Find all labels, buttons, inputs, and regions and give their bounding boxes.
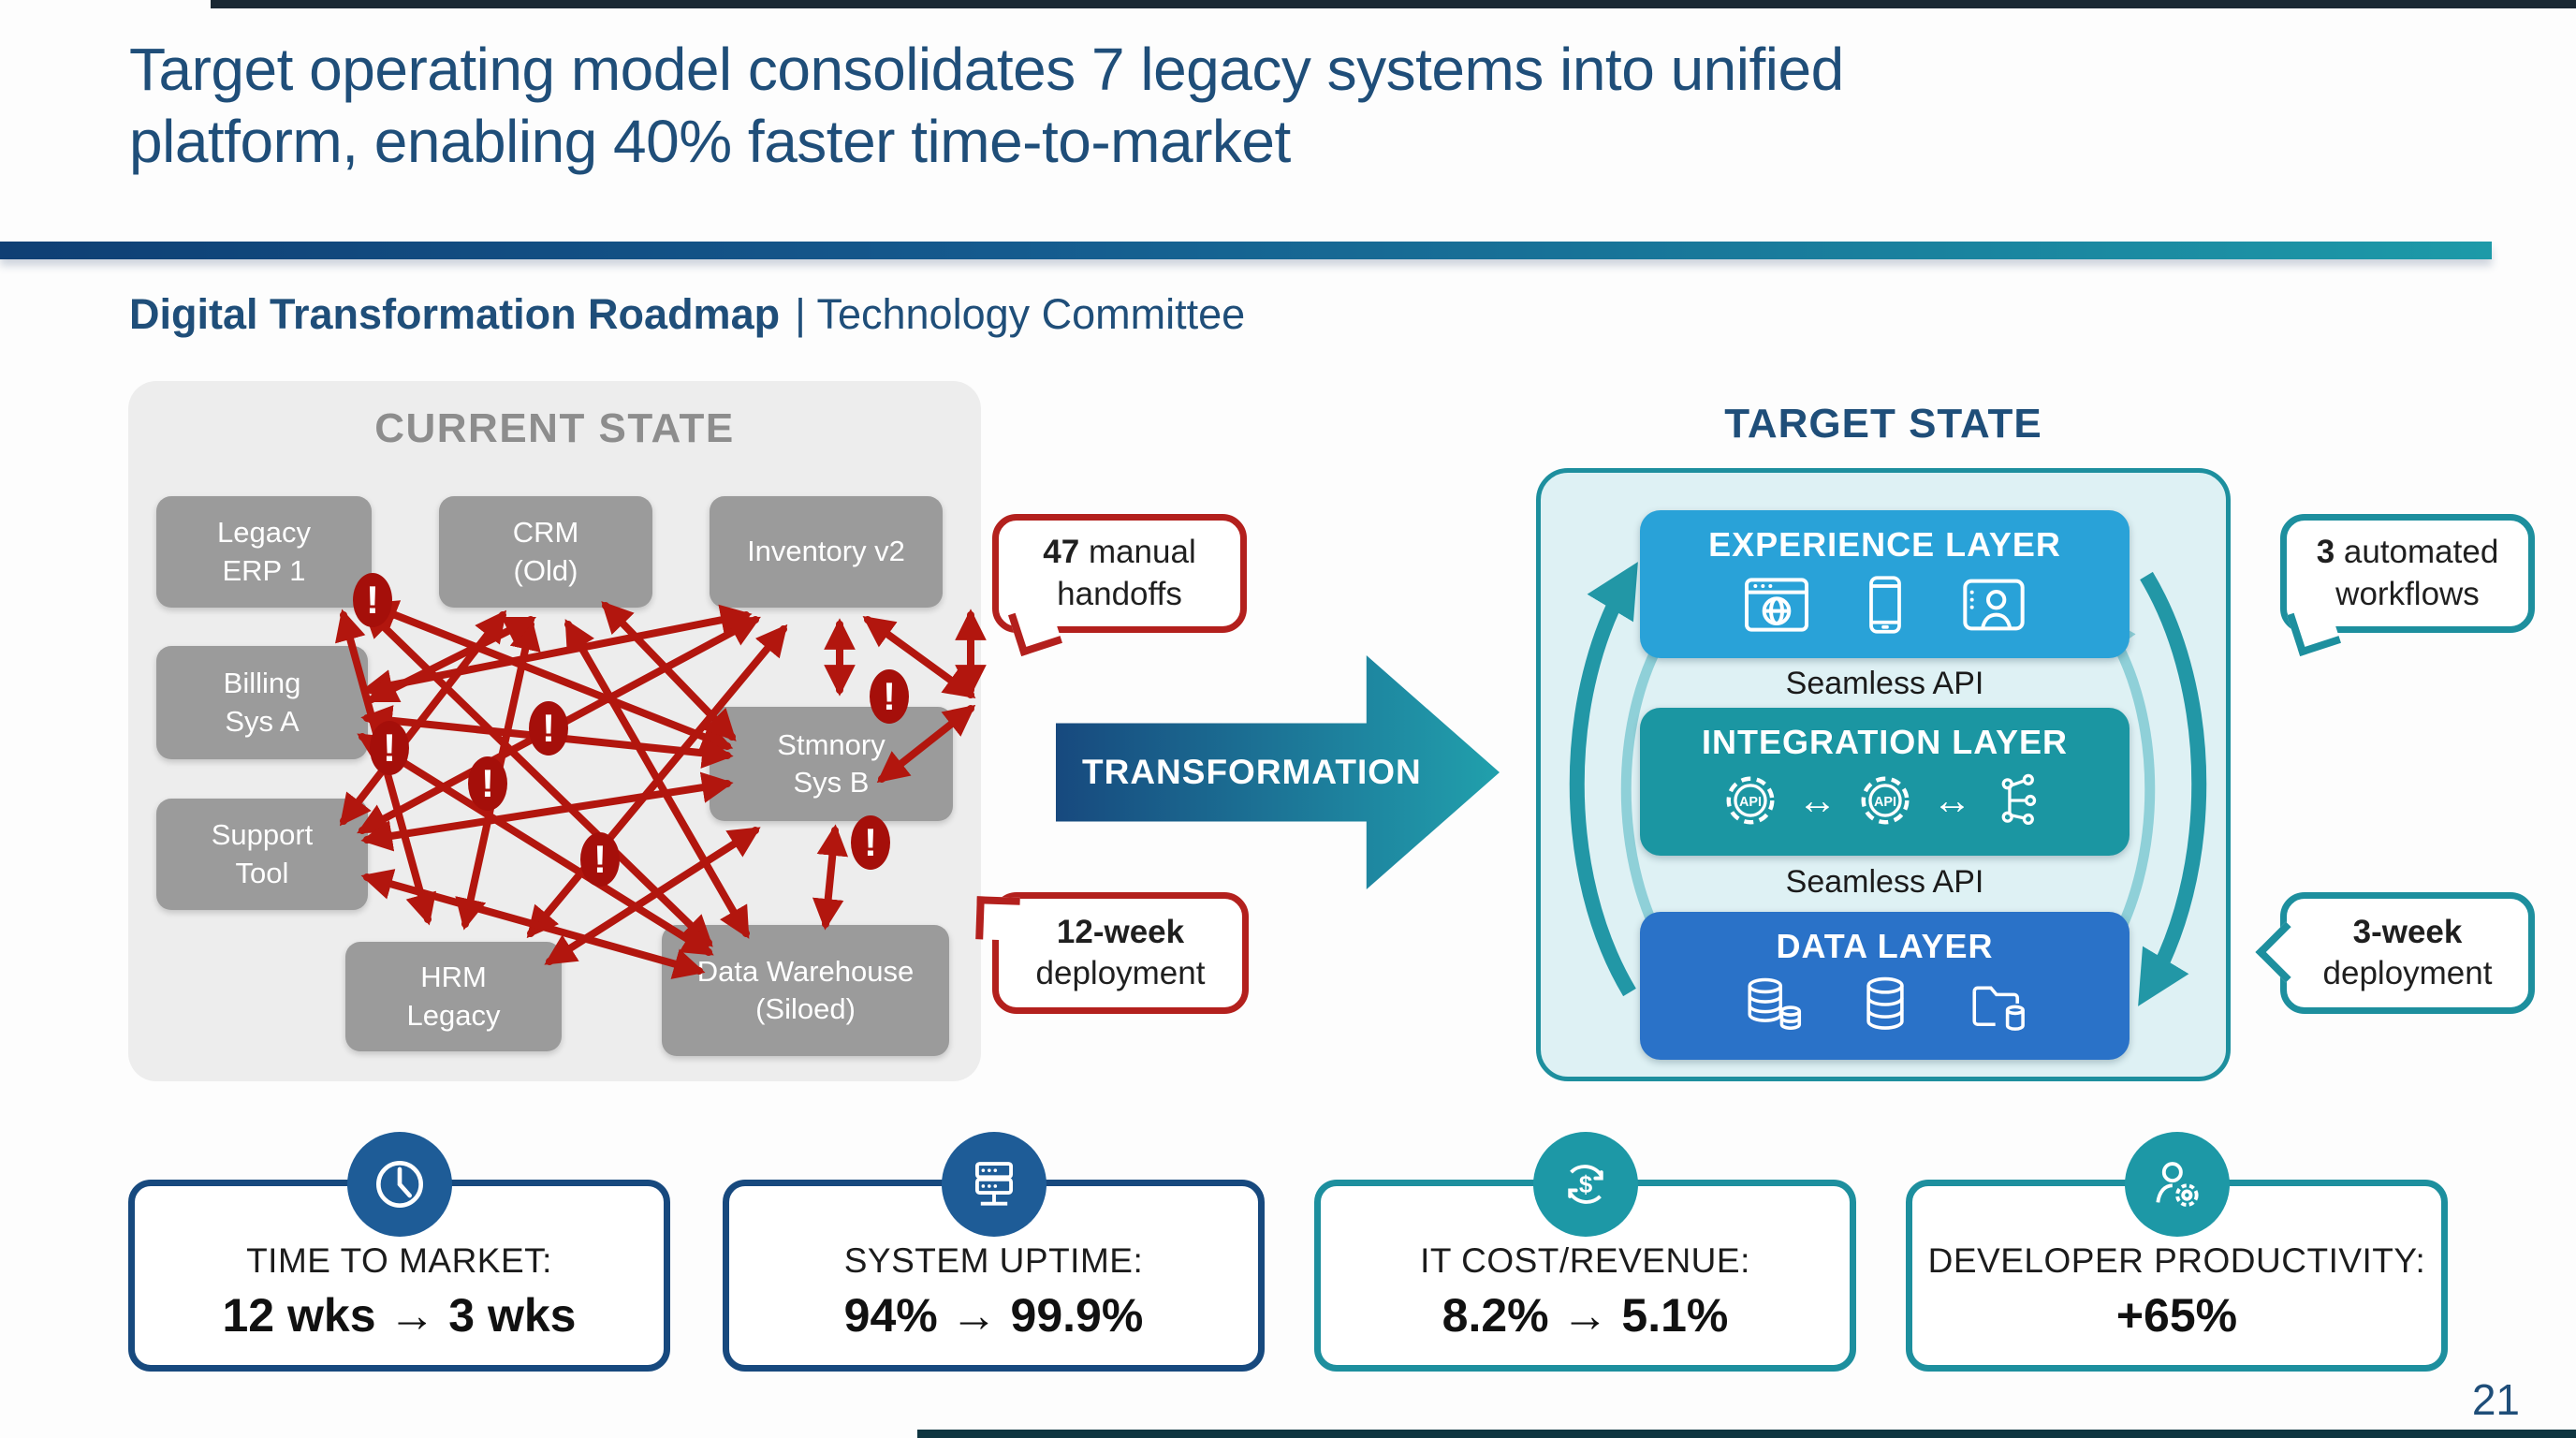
system-box-billing-sys-a: Billing Sys A bbox=[156, 646, 368, 759]
layer-title: EXPERIENCE LAYER bbox=[1708, 525, 2061, 564]
slide-title-line2: platform, enabling 40% faster time-to-ma… bbox=[129, 107, 1291, 175]
callout-number: 3-week bbox=[2352, 913, 2463, 950]
system-box-legacy-erp-1: Legacy ERP 1 bbox=[156, 496, 372, 608]
callout-text: 3-week deployment bbox=[2300, 912, 2515, 994]
network-branch-icon bbox=[2001, 773, 2036, 826]
system-box-data-warehouse: Data Warehouse (Siloed) bbox=[662, 925, 949, 1056]
smartphone-icon bbox=[1868, 576, 1901, 634]
bottom-edge-bar bbox=[917, 1430, 2576, 1438]
callout-number: 47 bbox=[1043, 534, 1080, 571]
metric-label: IT COST/REVENUE: bbox=[1420, 1240, 1750, 1280]
seamless-api-bottom-label: Seamless API bbox=[1785, 864, 1984, 900]
callout-label: deployment bbox=[1035, 955, 1206, 991]
exclamation-icon: ! bbox=[481, 761, 494, 805]
svg-text:API: API bbox=[1739, 795, 1762, 810]
callout-text: 47 manual handoffs bbox=[1012, 532, 1227, 614]
person-gear-icon bbox=[2124, 1132, 2230, 1237]
metric-label: DEVELOPER PRODUCTIVITY: bbox=[1927, 1240, 2426, 1280]
dollar-cycle-icon: $ bbox=[1532, 1132, 1638, 1237]
callout-automated-workflows: 3 automated workflows bbox=[2280, 514, 2535, 656]
slide-title-line1: Target operating model consolidates 7 le… bbox=[129, 36, 1844, 103]
callout-12-week-deployment: 12-week deployment bbox=[975, 892, 1249, 1014]
layer-integration: INTEGRATION LAYER API ↔ API ↔ bbox=[1640, 708, 2130, 856]
callout-label: manual handoffs bbox=[1057, 534, 1196, 612]
metric-value: 94% → 99.9% bbox=[843, 1288, 1144, 1342]
layer-data: DATA LAYER bbox=[1640, 912, 2130, 1060]
api-gear-icon: API bbox=[1861, 776, 1909, 825]
subtitle-committee: | Technology Committee bbox=[795, 290, 1246, 338]
metric-card-it-cost-revenue: $ IT COST/REVENUE: 8.2% → 5.1% bbox=[1314, 1132, 1856, 1372]
layer-title: DATA LAYER bbox=[1776, 927, 1994, 965]
integration-icons: API ↔ API ↔ bbox=[1721, 771, 2049, 829]
left-right-arrow-icon: ↔ bbox=[1932, 778, 1972, 822]
svg-text:API: API bbox=[1874, 795, 1896, 810]
layer-title: INTEGRATION LAYER bbox=[1701, 723, 2069, 761]
experience-icons bbox=[1741, 574, 2029, 636]
system-box-hrm-legacy: HRM Legacy bbox=[345, 942, 562, 1051]
exclamation-icon: ! bbox=[383, 726, 396, 770]
exclamation-icon: ! bbox=[593, 837, 607, 881]
subtitle-topic: Digital Transformation Roadmap bbox=[129, 290, 781, 338]
clock-icon bbox=[346, 1132, 452, 1237]
callout-number: 12-week bbox=[1056, 913, 1185, 950]
api-gear-icon: API bbox=[1726, 776, 1774, 825]
database-stack-icon bbox=[1747, 977, 1801, 1030]
transformation-label: TRANSFORMATION bbox=[1082, 753, 1422, 791]
seamless-api-top-label: Seamless API bbox=[1785, 666, 1984, 701]
folder-data-icon bbox=[1971, 986, 2025, 1031]
slide-subtitle: Digital Transformation Roadmap | Technolo… bbox=[129, 290, 1245, 339]
top-edge-bar bbox=[211, 0, 2576, 8]
system-box-stmnory-sys-b: Stmnory Sys B bbox=[710, 707, 953, 821]
server-icon bbox=[941, 1132, 1046, 1237]
metric-card-developer-productivity: DEVELOPER PRODUCTIVITY: +65% bbox=[1906, 1132, 2448, 1372]
current-state-label: CURRENT STATE bbox=[374, 405, 735, 451]
system-box-support-tool: Support Tool bbox=[156, 799, 368, 910]
callout-text: 3 automated workflows bbox=[2300, 532, 2515, 614]
left-right-arrow-icon: ↔ bbox=[1797, 778, 1837, 822]
user-screen-icon bbox=[1962, 579, 2025, 631]
svg-text:$: $ bbox=[1578, 1172, 1591, 1198]
current-state-panel: CURRENT STATE Legacy ERP 1 CRM (Old) Inv… bbox=[128, 381, 987, 1081]
page-number: 21 bbox=[2471, 1375, 2520, 1424]
slide-title: Target operating model consolidates 7 le… bbox=[129, 34, 2394, 178]
browser-globe-icon bbox=[1744, 578, 1808, 632]
metric-value: 8.2% → 5.1% bbox=[1442, 1288, 1729, 1342]
title-divider bbox=[0, 242, 2492, 259]
callout-label: automated workflows bbox=[2335, 534, 2499, 612]
data-icons bbox=[1742, 976, 2028, 1034]
transformation-arrow: TRANSFORMATION bbox=[1056, 655, 1500, 889]
layer-experience: EXPERIENCE LAYER bbox=[1640, 510, 2130, 658]
callout-manual-handoffs: 47 manual handoffs bbox=[992, 514, 1247, 656]
system-box-inventory-v2: Inventory v2 bbox=[710, 496, 943, 608]
callout-3-week-deployment: 3-week deployment bbox=[2255, 892, 2535, 1014]
metric-label: TIME TO MARKET: bbox=[246, 1240, 552, 1280]
metric-label: SYSTEM UPTIME: bbox=[843, 1240, 1144, 1280]
callout-label: deployment bbox=[2322, 955, 2493, 991]
metric-value: +65% bbox=[2115, 1288, 2238, 1342]
callout-text: 12-week deployment bbox=[1012, 912, 1229, 994]
metric-card-time-to-market: TIME TO MARKET: 12 wks → 3 wks bbox=[128, 1132, 670, 1372]
target-state-label: TARGET STATE bbox=[1724, 401, 2042, 447]
exclamation-icon: ! bbox=[542, 706, 555, 750]
system-box-crm-old: CRM (Old) bbox=[439, 496, 652, 608]
metric-value: 12 wks → 3 wks bbox=[222, 1288, 577, 1342]
callout-number: 3 bbox=[2316, 534, 2335, 571]
exclamation-icon: ! bbox=[864, 820, 877, 864]
target-state-panel: EXPERIENCE LAYER Seamless API bbox=[1536, 468, 2231, 1081]
database-icon bbox=[1866, 976, 1904, 1030]
metric-card-system-uptime: SYSTEM UPTIME: 94% → 99.9% bbox=[723, 1132, 1265, 1372]
